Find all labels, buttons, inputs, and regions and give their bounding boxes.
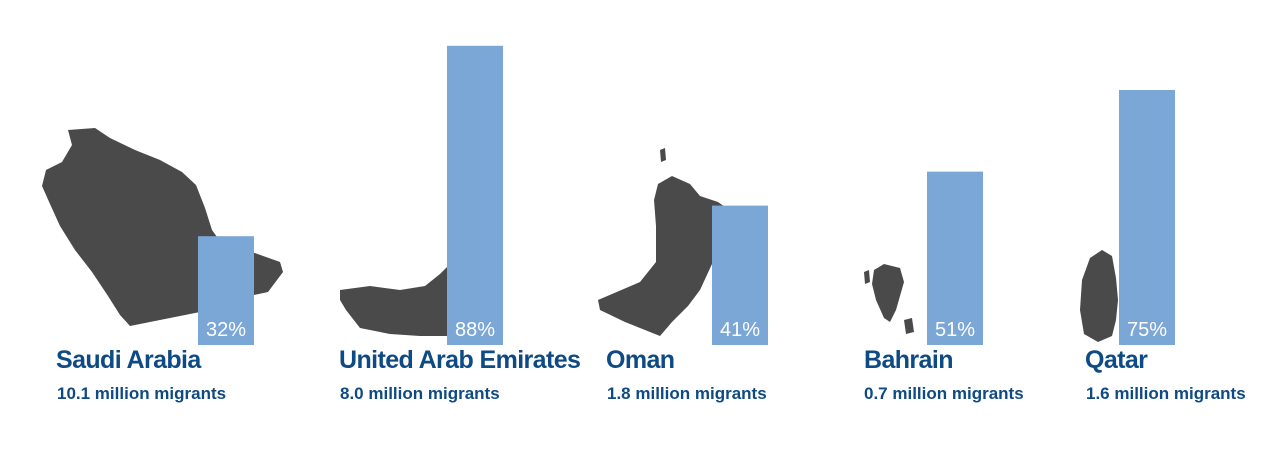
value-label-qatar: 75% [1127, 319, 1167, 341]
country-name-bahrain: Bahrain [864, 346, 953, 374]
bars-group: 32% 88% 41% 51% 75% [198, 45, 1175, 346]
bar-bahrain [927, 171, 983, 345]
value-label-bahrain: 51% [935, 319, 975, 341]
bar-qatar [1119, 90, 1175, 345]
value-label-oman: 41% [720, 319, 760, 341]
migrants-count-oman: 1.8 million migrants [607, 384, 767, 403]
migrants-count-saudi-arabia: 10.1 million migrants [57, 384, 227, 403]
country-name-saudi-arabia: Saudi Arabia [56, 346, 201, 374]
qatar-map-icon [1080, 250, 1118, 342]
migrants-count-uae: 8.0 million migrants [340, 384, 500, 403]
migrants-count-qatar: 1.6 million migrants [1086, 384, 1246, 403]
bar-uae [447, 45, 503, 346]
bar-saudi-arabia [198, 236, 254, 345]
value-label-uae: 88% [455, 319, 495, 341]
uae-map-icon [340, 238, 468, 336]
country-name-uae: United Arab Emirates [339, 346, 581, 374]
oman-map-icon [598, 148, 742, 336]
country-name-qatar: Qatar [1085, 346, 1148, 374]
bar-oman [712, 205, 768, 345]
bahrain-map-icon [864, 264, 914, 334]
value-label-saudi-arabia: 32% [206, 319, 246, 341]
migrants-count-bahrain: 0.7 million migrants [864, 384, 1024, 403]
country-name-oman: Oman [606, 346, 675, 374]
